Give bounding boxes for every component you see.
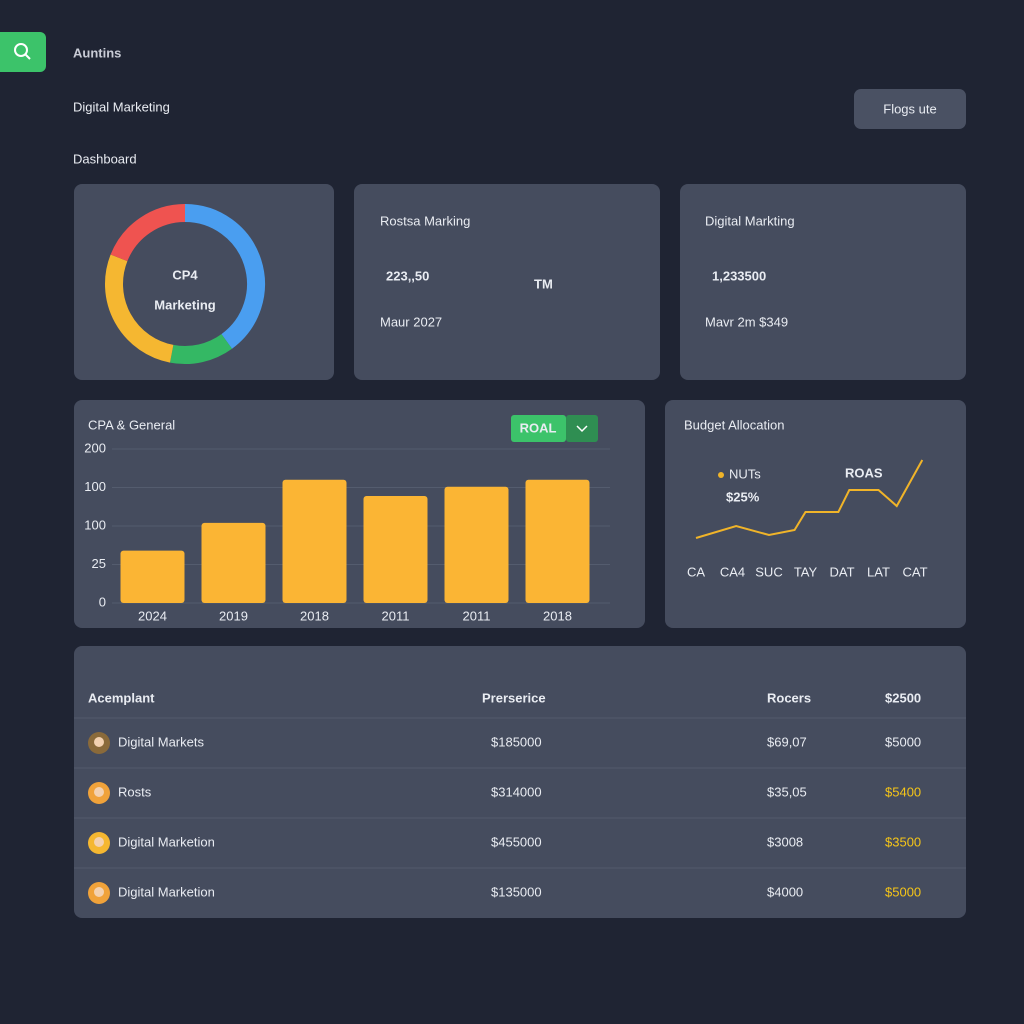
legend-label: NUTs <box>729 466 761 481</box>
card-caption: Maur 2027 <box>380 314 442 329</box>
cell: $35,05 <box>767 784 807 799</box>
x-tick-label: 2019 <box>219 608 248 623</box>
cell: $455000 <box>491 834 542 849</box>
card-value: 223,,50 <box>386 268 429 283</box>
cell: $135000 <box>491 884 542 899</box>
toggle-dropdown[interactable] <box>566 415 598 442</box>
toggle-label: ROAL <box>520 420 557 435</box>
header-button[interactable] <box>854 89 966 129</box>
x-tick-label: TAY <box>794 564 818 579</box>
donut-center-title: CP4 <box>172 267 198 282</box>
x-tick-label: DAT <box>829 564 854 579</box>
legend-dot <box>718 472 724 478</box>
cell: $3008 <box>767 834 803 849</box>
avatar-face <box>94 887 104 897</box>
y-tick-label: 25 <box>92 556 106 571</box>
y-tick-label: 0 <box>99 594 106 609</box>
y-tick-label: 200 <box>84 440 106 455</box>
card-title: Digital Markting <box>705 213 795 228</box>
avatar-face <box>94 737 104 747</box>
subtitle: Digital Marketing <box>73 99 170 114</box>
bar <box>201 522 266 603</box>
donut-segment <box>105 254 174 363</box>
bar <box>525 479 590 603</box>
cell: $5000 <box>885 884 921 899</box>
card-caption: Mavr 2m $349 <box>705 314 788 329</box>
search-button[interactable] <box>0 32 46 72</box>
column-header: Prerserice <box>482 690 546 705</box>
chart-title: Budget Allocation <box>684 417 784 432</box>
column-header: Acemplant <box>88 690 155 705</box>
x-tick-label: LAT <box>867 564 890 579</box>
y-tick-label: 100 <box>84 517 106 532</box>
x-tick-label: CAT <box>902 564 927 579</box>
row-name: Rosts <box>118 784 152 799</box>
donut-segment <box>170 333 233 364</box>
card <box>680 184 966 380</box>
cell: $5000 <box>885 734 921 749</box>
bar <box>444 486 509 603</box>
annotation: $25% <box>726 489 760 504</box>
x-tick-label: CA4 <box>720 564 745 579</box>
donut-segment <box>110 204 186 262</box>
search-icon <box>24 53 31 60</box>
cell: $69,07 <box>767 734 807 749</box>
bar <box>363 495 428 603</box>
donut-segment <box>184 204 265 349</box>
cell: $5400 <box>885 784 921 799</box>
row-name: Digital Markets <box>118 734 204 749</box>
search-icon <box>14 43 28 57</box>
app-title: Auntins <box>73 45 121 60</box>
card <box>665 400 966 628</box>
column-header: $2500 <box>885 690 921 705</box>
x-tick-label: 2011 <box>463 608 491 623</box>
x-tick-label: SUC <box>755 564 782 579</box>
bar <box>120 550 185 603</box>
cell: $314000 <box>491 784 542 799</box>
card-value: 1,233500 <box>712 268 766 283</box>
x-tick-label: 2018 <box>300 608 329 623</box>
chart-title: CPA & General <box>88 417 175 432</box>
section-title: Dashboard <box>73 151 137 166</box>
row-name: Digital Marketion <box>118 884 215 899</box>
x-tick-label: 2011 <box>382 608 410 623</box>
x-tick-label: CA <box>687 564 705 579</box>
x-tick-label: 2018 <box>543 608 572 623</box>
card-unit: TM <box>534 276 553 291</box>
annotation: ROAS <box>845 465 883 480</box>
header-button-label: Flogs ute <box>883 101 936 116</box>
avatar-face <box>94 837 104 847</box>
column-header: Rocers <box>767 690 811 705</box>
y-tick-label: 100 <box>84 479 106 494</box>
card <box>354 184 660 380</box>
cell: $4000 <box>767 884 803 899</box>
cell: $3500 <box>885 834 921 849</box>
toggle[interactable] <box>511 415 566 442</box>
table-card <box>74 646 966 918</box>
x-tick-label: 2024 <box>138 608 167 623</box>
donut-center-subtitle: Marketing <box>154 297 215 312</box>
avatar-face <box>94 787 104 797</box>
cell: $185000 <box>491 734 542 749</box>
bar <box>282 479 347 603</box>
line-series <box>695 459 924 539</box>
card-title: Rostsa Marking <box>380 213 470 228</box>
row-name: Digital Marketion <box>118 834 215 849</box>
chevron <box>576 425 588 433</box>
